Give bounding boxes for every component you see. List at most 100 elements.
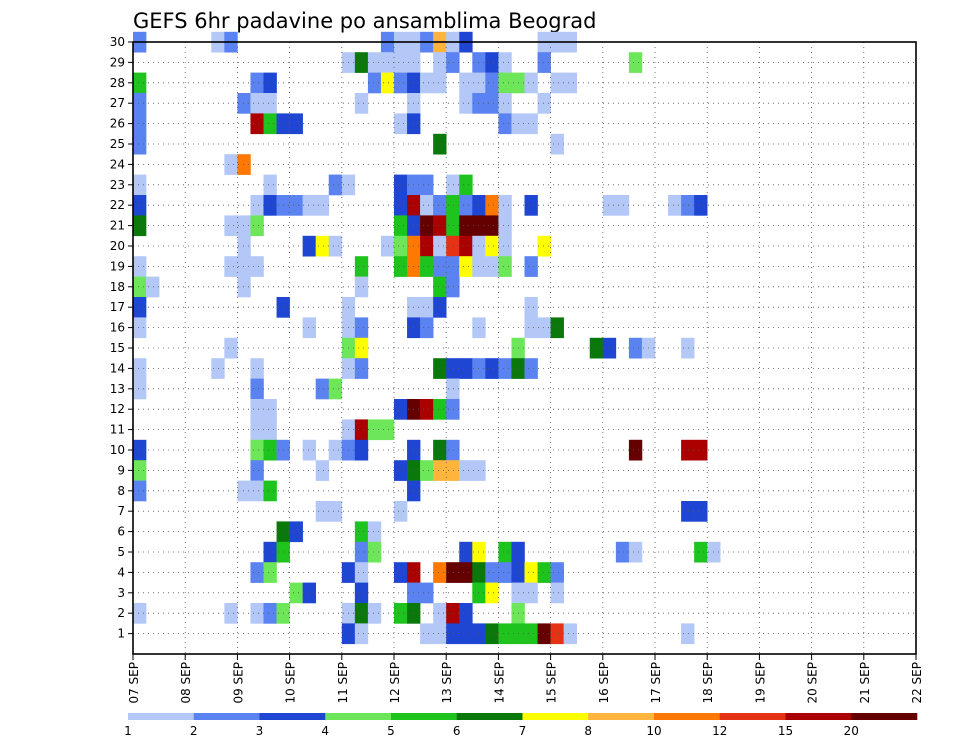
heatmap-cell <box>433 195 447 216</box>
heatmap-cell <box>433 358 447 379</box>
heatmap-cell <box>563 72 577 94</box>
heatmap-cell <box>524 72 538 94</box>
legend-label: 2 <box>190 724 198 738</box>
heatmap-cell <box>133 276 147 298</box>
heatmap-cell <box>354 521 369 543</box>
heatmap-cell <box>537 52 551 73</box>
x-tick-label: 21 SEP <box>858 662 872 704</box>
heatmap-cell <box>433 276 447 298</box>
grid-lines <box>133 41 916 654</box>
heatmap-cell <box>354 256 369 277</box>
y-tick-label: 24 <box>110 157 125 171</box>
legend-swatch <box>588 713 655 720</box>
heatmap-cell <box>524 256 538 277</box>
heatmap-cell <box>367 603 382 624</box>
legend-swatch <box>522 713 589 720</box>
legend-label: 7 <box>519 724 527 738</box>
heatmap-cell <box>485 623 499 645</box>
heatmap-cell <box>250 93 264 114</box>
heatmap-cell <box>302 582 316 604</box>
heatmap-cell <box>485 582 499 604</box>
heatmap-cell <box>237 93 251 114</box>
x-tick-label: 18 SEP <box>701 662 715 704</box>
heatmap-cell <box>433 52 447 73</box>
heatmap-cell <box>328 235 343 257</box>
heatmap-cell <box>433 256 447 277</box>
heatmap-cell <box>681 623 695 645</box>
legend-swatch <box>193 713 260 720</box>
y-tick-label: 27 <box>110 96 125 110</box>
y-tick-label: 28 <box>110 76 125 90</box>
heatmap-cell <box>133 317 147 339</box>
heatmap-cell <box>459 174 473 196</box>
y-tick-label: 22 <box>110 198 125 212</box>
heatmap-cell <box>328 501 343 522</box>
heatmap-cell <box>433 460 447 481</box>
heatmap-cell <box>615 541 630 563</box>
chart-title: GEFS 6hr padavine po ansamblima Beograd <box>133 9 596 33</box>
heatmap-cell <box>224 256 238 277</box>
heatmap-cell <box>459 215 473 237</box>
heatmap-cell <box>524 317 538 339</box>
heatmap-cell <box>394 174 408 196</box>
legend-swatch <box>128 713 195 720</box>
heatmap-cell <box>485 93 499 114</box>
heatmap-cell <box>263 93 277 114</box>
heatmap-cell <box>315 501 330 522</box>
heatmap-cell <box>681 195 695 216</box>
x-tick-label: 16 SEP <box>597 662 611 704</box>
heatmap-cell <box>485 195 499 216</box>
x-tick-label: 13 SEP <box>440 662 454 704</box>
heatmap-cell <box>354 603 369 624</box>
heatmap-cell <box>302 317 316 339</box>
heatmap-cell <box>498 235 512 257</box>
heatmap-cell <box>485 52 499 73</box>
heatmap-cell <box>250 378 264 400</box>
y-tick-label: 9 <box>117 463 125 477</box>
heatmap-cell <box>420 623 434 645</box>
heatmap-cell <box>537 562 551 583</box>
heatmap-cell <box>446 603 460 624</box>
heatmap-cell <box>602 195 617 216</box>
heatmap-cell <box>485 215 499 237</box>
heatmap-cell <box>315 235 330 257</box>
legend-label: 8 <box>584 724 592 738</box>
heatmap-cell <box>433 297 447 318</box>
heatmap-cell <box>459 358 473 379</box>
heatmap-cell <box>446 276 460 298</box>
heatmap-cell <box>459 603 473 624</box>
heatmap-cell <box>681 337 695 359</box>
heatmap-cell <box>498 93 512 114</box>
heatmap-cell <box>524 623 538 645</box>
y-tick-label: 6 <box>117 525 125 539</box>
heatmap-cell <box>237 154 251 175</box>
heatmap-cell <box>394 235 408 257</box>
heatmap-cell <box>459 541 473 563</box>
heatmap-cell <box>315 460 330 481</box>
heatmap-cell <box>133 133 147 155</box>
heatmap-cell <box>394 215 408 237</box>
heatmap-cell <box>485 256 499 277</box>
legend-label: 12 <box>712 724 727 738</box>
heatmap-cell <box>459 235 473 257</box>
heatmap-cell <box>263 113 277 135</box>
heatmap-cell <box>459 460 473 481</box>
heatmap-cell <box>498 113 512 135</box>
heatmap-cell <box>237 235 251 257</box>
y-tick-label: 3 <box>117 586 125 600</box>
heatmap-cell <box>433 399 447 420</box>
y-tick-label: 11 <box>110 423 125 437</box>
y-tick-label: 4 <box>117 565 125 579</box>
heatmap-cells <box>133 31 721 645</box>
heatmap-cell <box>420 317 434 339</box>
heatmap-cell <box>237 256 251 277</box>
heatmap-cell <box>263 195 277 216</box>
heatmap-cell <box>615 195 630 216</box>
heatmap-cell <box>133 256 147 277</box>
heatmap-cell <box>250 72 264 94</box>
y-tick-label: 16 <box>110 321 125 335</box>
legend-swatch <box>456 713 523 720</box>
heatmap-cell <box>250 439 264 461</box>
heatmap-cell <box>433 215 447 237</box>
heatmap-cell <box>459 623 473 645</box>
